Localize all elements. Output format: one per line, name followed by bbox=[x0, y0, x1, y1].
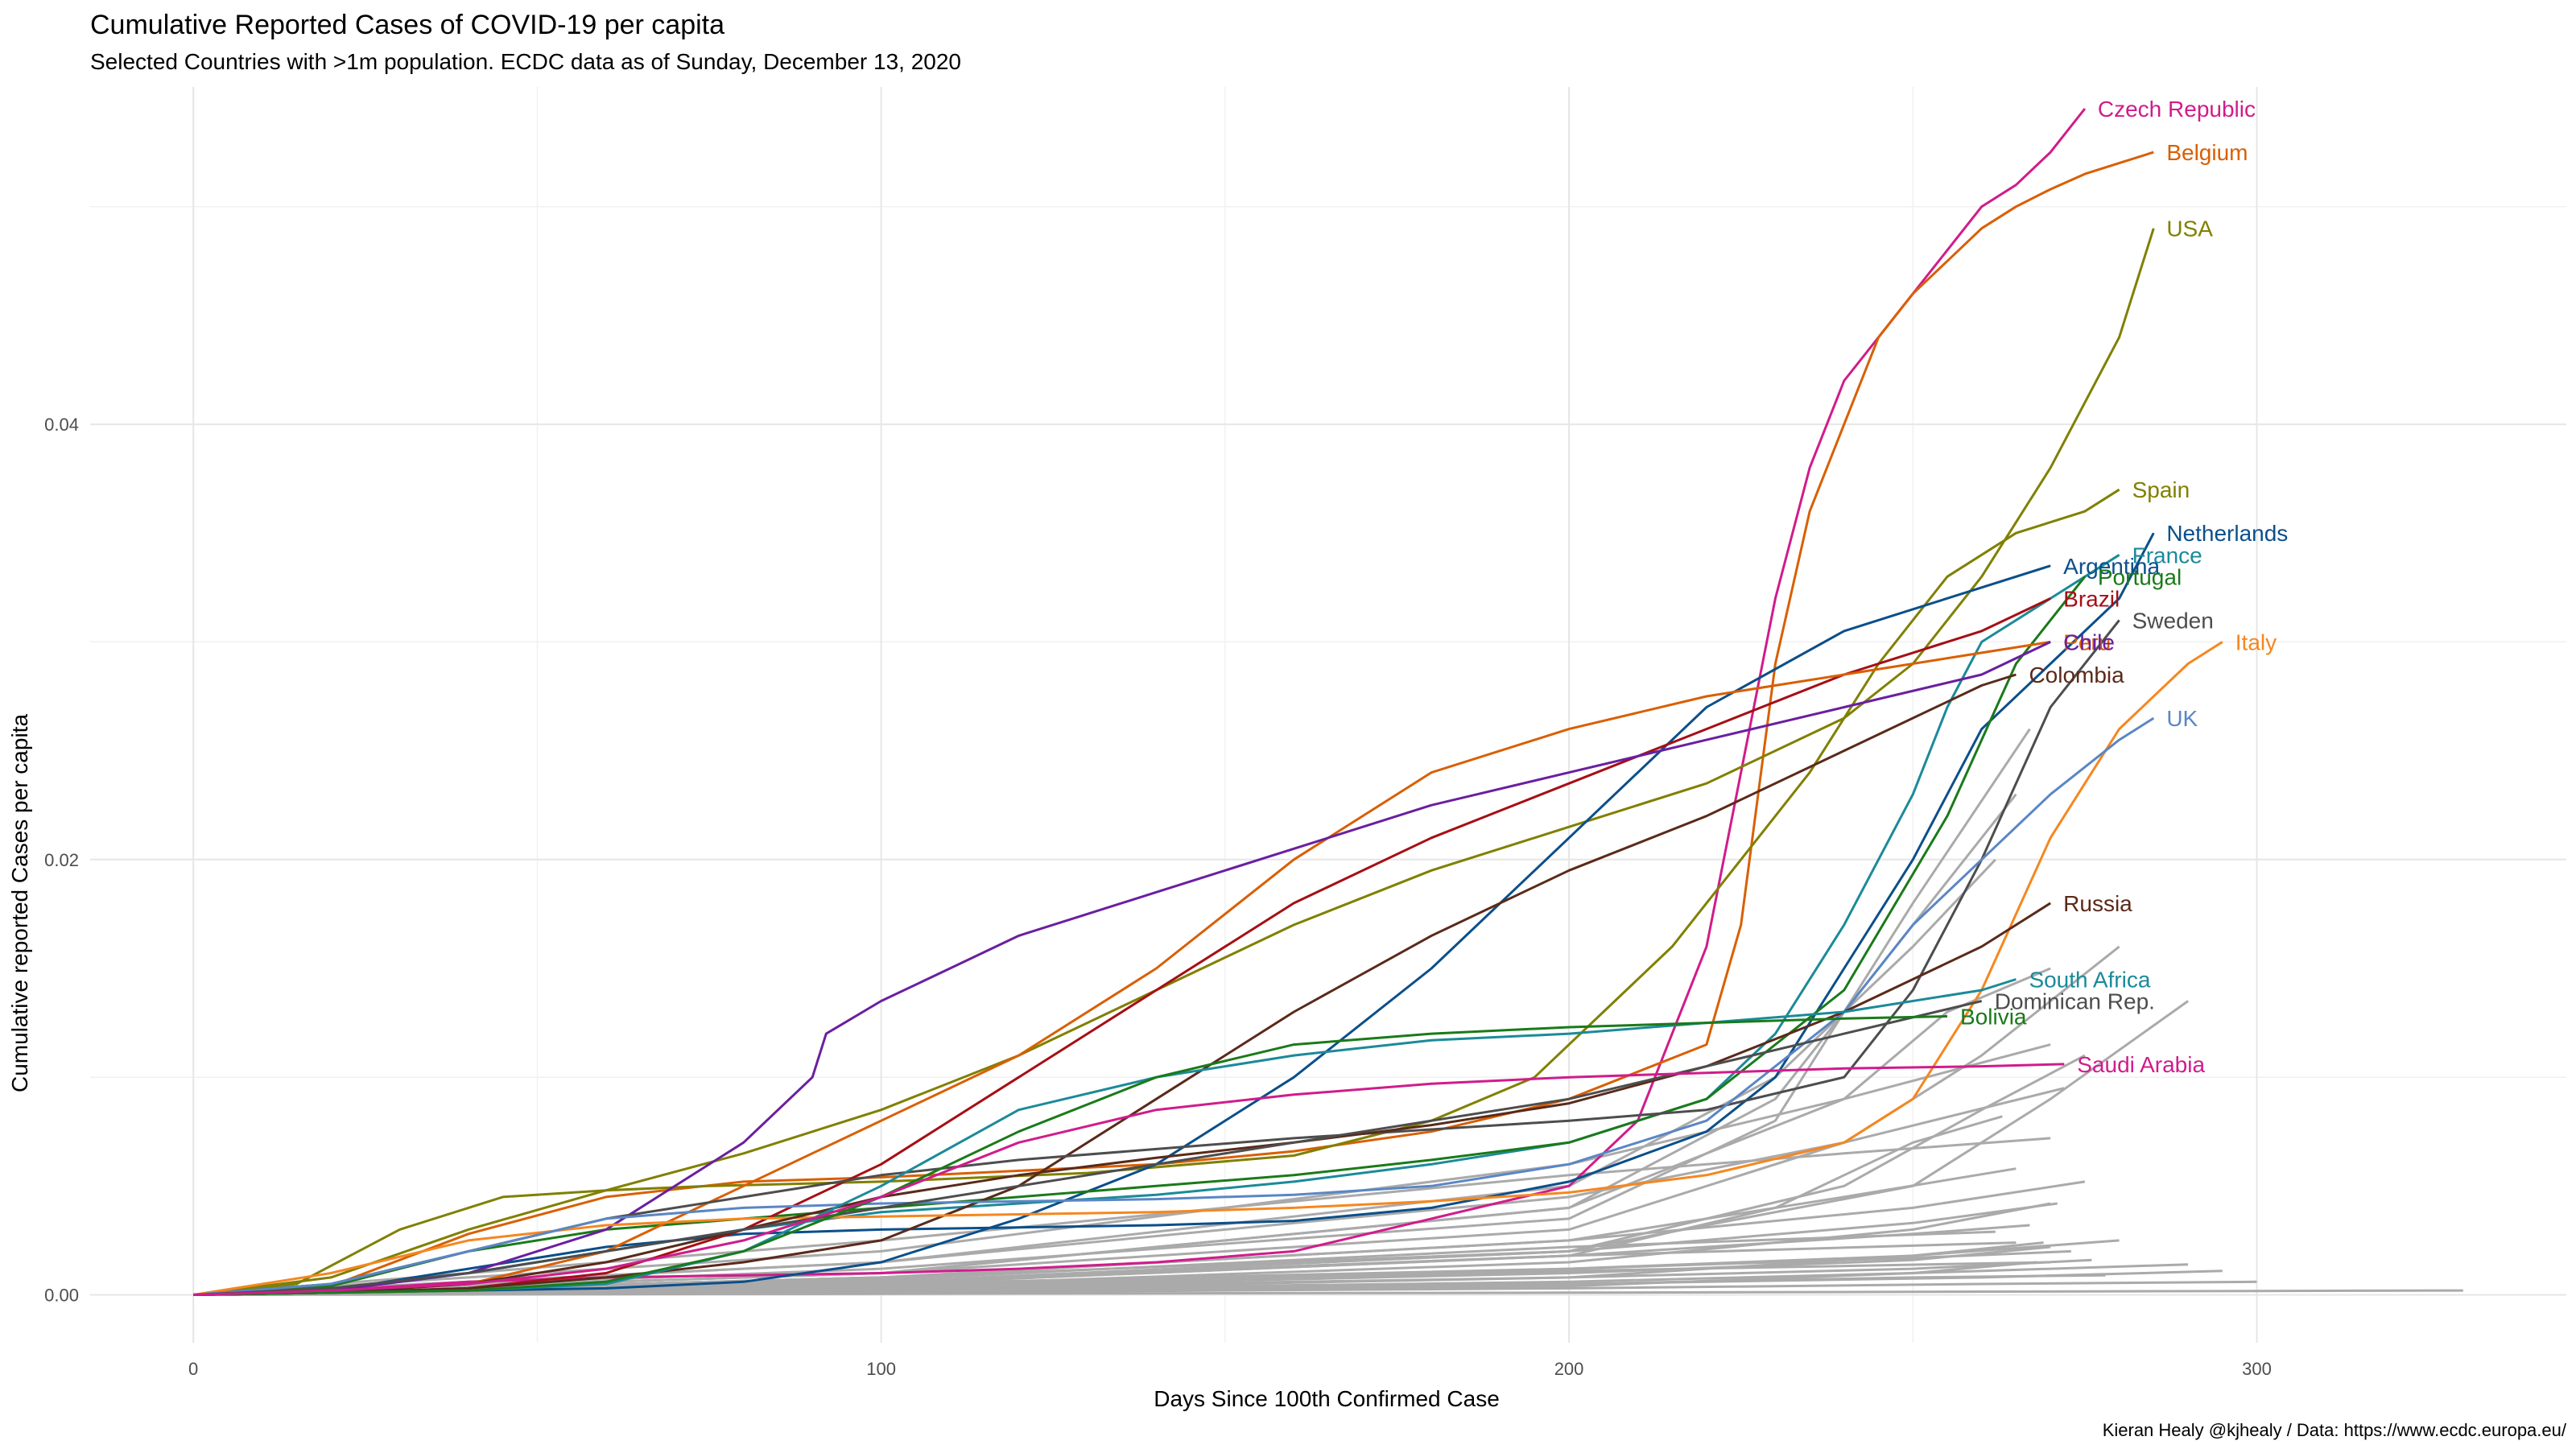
series-label-peru: Peru bbox=[2063, 630, 2111, 654]
series-line-uk bbox=[193, 716, 2155, 1296]
other-country-line bbox=[193, 1180, 2086, 1296]
series-label-saudi-arabia: Saudi Arabia bbox=[2077, 1052, 2205, 1077]
series-line-belgium bbox=[193, 151, 2154, 1296]
series-label-dominican-rep: Dominican Rep. bbox=[1995, 989, 2155, 1014]
series-label-sweden: Sweden bbox=[2132, 608, 2214, 633]
x-tick-label: 200 bbox=[1554, 1359, 1584, 1379]
chart-subtitle: Selected Countries with >1m population. … bbox=[90, 49, 961, 74]
other-countries-lines bbox=[193, 728, 2463, 1296]
series-line-portugal bbox=[193, 576, 2087, 1296]
other-country-line bbox=[193, 1261, 2037, 1296]
series-label-uk: UK bbox=[2166, 706, 2198, 731]
series-label-italy: Italy bbox=[2235, 630, 2277, 654]
y-tick-label: 0.00 bbox=[44, 1286, 79, 1306]
chart-title: Cumulative Reported Cases of COVID-19 pe… bbox=[90, 10, 724, 40]
series-line-bolivia bbox=[193, 1015, 1948, 1296]
other-country-line bbox=[193, 1115, 2003, 1296]
country-labels: Czech Republic Belgium USA Spain FranceNethe… bbox=[1960, 97, 2288, 1077]
x-tick-label: 100 bbox=[866, 1359, 896, 1379]
series-line-italy bbox=[192, 641, 2223, 1296]
axis-ticks: 0 100 200 300 0.00 0.02 0.04 bbox=[44, 415, 2272, 1379]
series-label-belgium: Belgium bbox=[2166, 140, 2248, 165]
series-line-czech-republic bbox=[193, 108, 2087, 1296]
series-label-portugal: Portugal bbox=[2098, 564, 2182, 589]
x-tick-label: 300 bbox=[2242, 1359, 2272, 1379]
y-axis-title: Cumulative reported Cases per capita bbox=[7, 714, 32, 1092]
series-label-bolivia: Bolivia bbox=[1960, 1004, 2027, 1029]
series-line-usa bbox=[193, 228, 2155, 1296]
y-tick-label: 0.02 bbox=[44, 850, 79, 870]
series-line-spain bbox=[193, 488, 2120, 1296]
series-label-usa: USA bbox=[2166, 217, 2213, 242]
series-label-brazil: Brazil bbox=[2063, 586, 2120, 611]
series-line-peru bbox=[193, 640, 2051, 1296]
x-tick-label: 0 bbox=[188, 1359, 198, 1379]
chart-caption: Kieran Healy @kjhealy / Data: https://ww… bbox=[2103, 1420, 2567, 1440]
series-label-france: France bbox=[2132, 543, 2202, 568]
series-label-russia: Russia bbox=[2063, 891, 2132, 916]
series-line-chile bbox=[193, 641, 2051, 1296]
highlighted-country-lines bbox=[192, 108, 2223, 1296]
other-country-line bbox=[193, 793, 2017, 1296]
series-label-chile: Chile bbox=[2063, 630, 2115, 654]
series-label-colombia: Colombia bbox=[2029, 663, 2124, 687]
series-line-brazil bbox=[193, 597, 2051, 1296]
series-label-czech-republic: Czech Republic bbox=[2098, 97, 2256, 122]
other-country-line bbox=[193, 728, 2031, 1296]
series-line-dominican-rep bbox=[193, 1000, 1983, 1296]
other-country-line bbox=[193, 1241, 2044, 1296]
series-label-south-africa: South Africa bbox=[2029, 967, 2150, 992]
series-label-spain: Spain bbox=[2132, 477, 2190, 502]
y-tick-label: 0.04 bbox=[44, 415, 79, 435]
other-country-line bbox=[193, 1202, 2051, 1296]
series-line-colombia bbox=[193, 673, 2017, 1296]
series-line-netherlands bbox=[193, 532, 2155, 1296]
series-line-russia bbox=[193, 902, 2052, 1296]
series-line-saudi-arabia bbox=[193, 1063, 2065, 1296]
series-label-netherlands: Netherlands bbox=[2166, 521, 2288, 546]
series-label-argentina: Argentina bbox=[2063, 554, 2160, 579]
x-axis-title: Days Since 100th Confirmed Case bbox=[1154, 1386, 1500, 1411]
other-country-line bbox=[193, 1054, 2086, 1296]
